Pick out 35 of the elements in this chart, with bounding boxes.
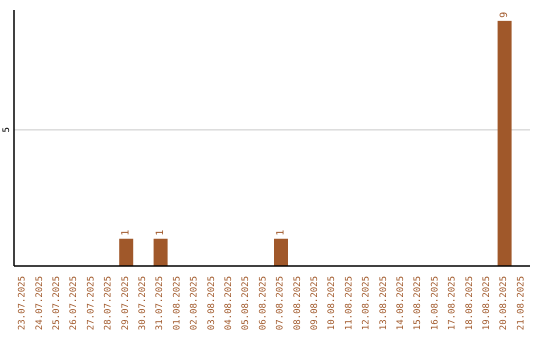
x-tick-label: 12.08.2025 [362, 276, 372, 330]
x-tick-label: 11.08.2025 [344, 276, 354, 330]
x-tick-label: 08.08.2025 [292, 276, 303, 330]
x-tick-label: 20.08.2025 [499, 276, 510, 330]
x-tick-label: 21.08.2025 [516, 276, 526, 330]
x-tick-label: 27.07.2025 [86, 276, 96, 330]
data-label: 1 [120, 230, 132, 236]
x-tick-label: 05.08.2025 [241, 276, 252, 330]
x-tick-label: 04.08.2025 [224, 276, 234, 330]
x-tick-label: 31.07.2025 [155, 276, 166, 330]
x-tick-label: 14.08.2025 [396, 276, 406, 330]
x-tick-label: 18.08.2025 [464, 276, 475, 330]
x-tick-label: 01.08.2025 [172, 276, 182, 330]
x-tick-label: 06.08.2025 [258, 276, 268, 330]
x-tick-label: 15.08.2025 [413, 276, 424, 330]
x-tick-label: 03.08.2025 [206, 276, 217, 330]
data-label: 1 [276, 230, 286, 236]
x-tick-label: 26.07.2025 [69, 276, 80, 330]
x-tick-label: 10.08.2025 [327, 276, 338, 330]
x-tick-label: 28.07.2025 [104, 276, 114, 330]
data-label: 1 [155, 230, 166, 236]
x-tick-label: 25.07.2025 [52, 276, 62, 330]
x-tick-label: 29.07.2025 [120, 276, 131, 330]
x-tick-label: 24.07.2025 [34, 276, 45, 330]
x-tick-label: 23.07.2025 [18, 276, 28, 330]
x-tick-label: 09.08.2025 [310, 276, 320, 330]
x-tick-label: 30.07.2025 [138, 276, 148, 330]
x-tick-label: 16.08.2025 [430, 276, 440, 330]
x-tick-label: 19.08.2025 [482, 276, 492, 330]
x-tick-label: 07.08.2025 [276, 276, 286, 330]
x-tick-label: 17.08.2025 [448, 276, 458, 330]
data-label: 9 [499, 12, 510, 18]
x-tick-label: 13.08.2025 [378, 276, 389, 330]
y-tick-label: 5 [2, 127, 12, 133]
x-tick-label: 02.08.2025 [190, 276, 200, 330]
